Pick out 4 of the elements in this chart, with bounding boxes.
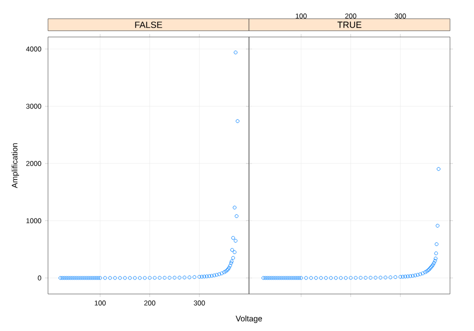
chart-title: FALSE	[135, 22, 162, 28]
y-axis-title: Amplification	[12, 143, 20, 188]
x-axis-title: Voltage	[236, 316, 262, 323]
chart-title: TRUE	[337, 22, 362, 28]
